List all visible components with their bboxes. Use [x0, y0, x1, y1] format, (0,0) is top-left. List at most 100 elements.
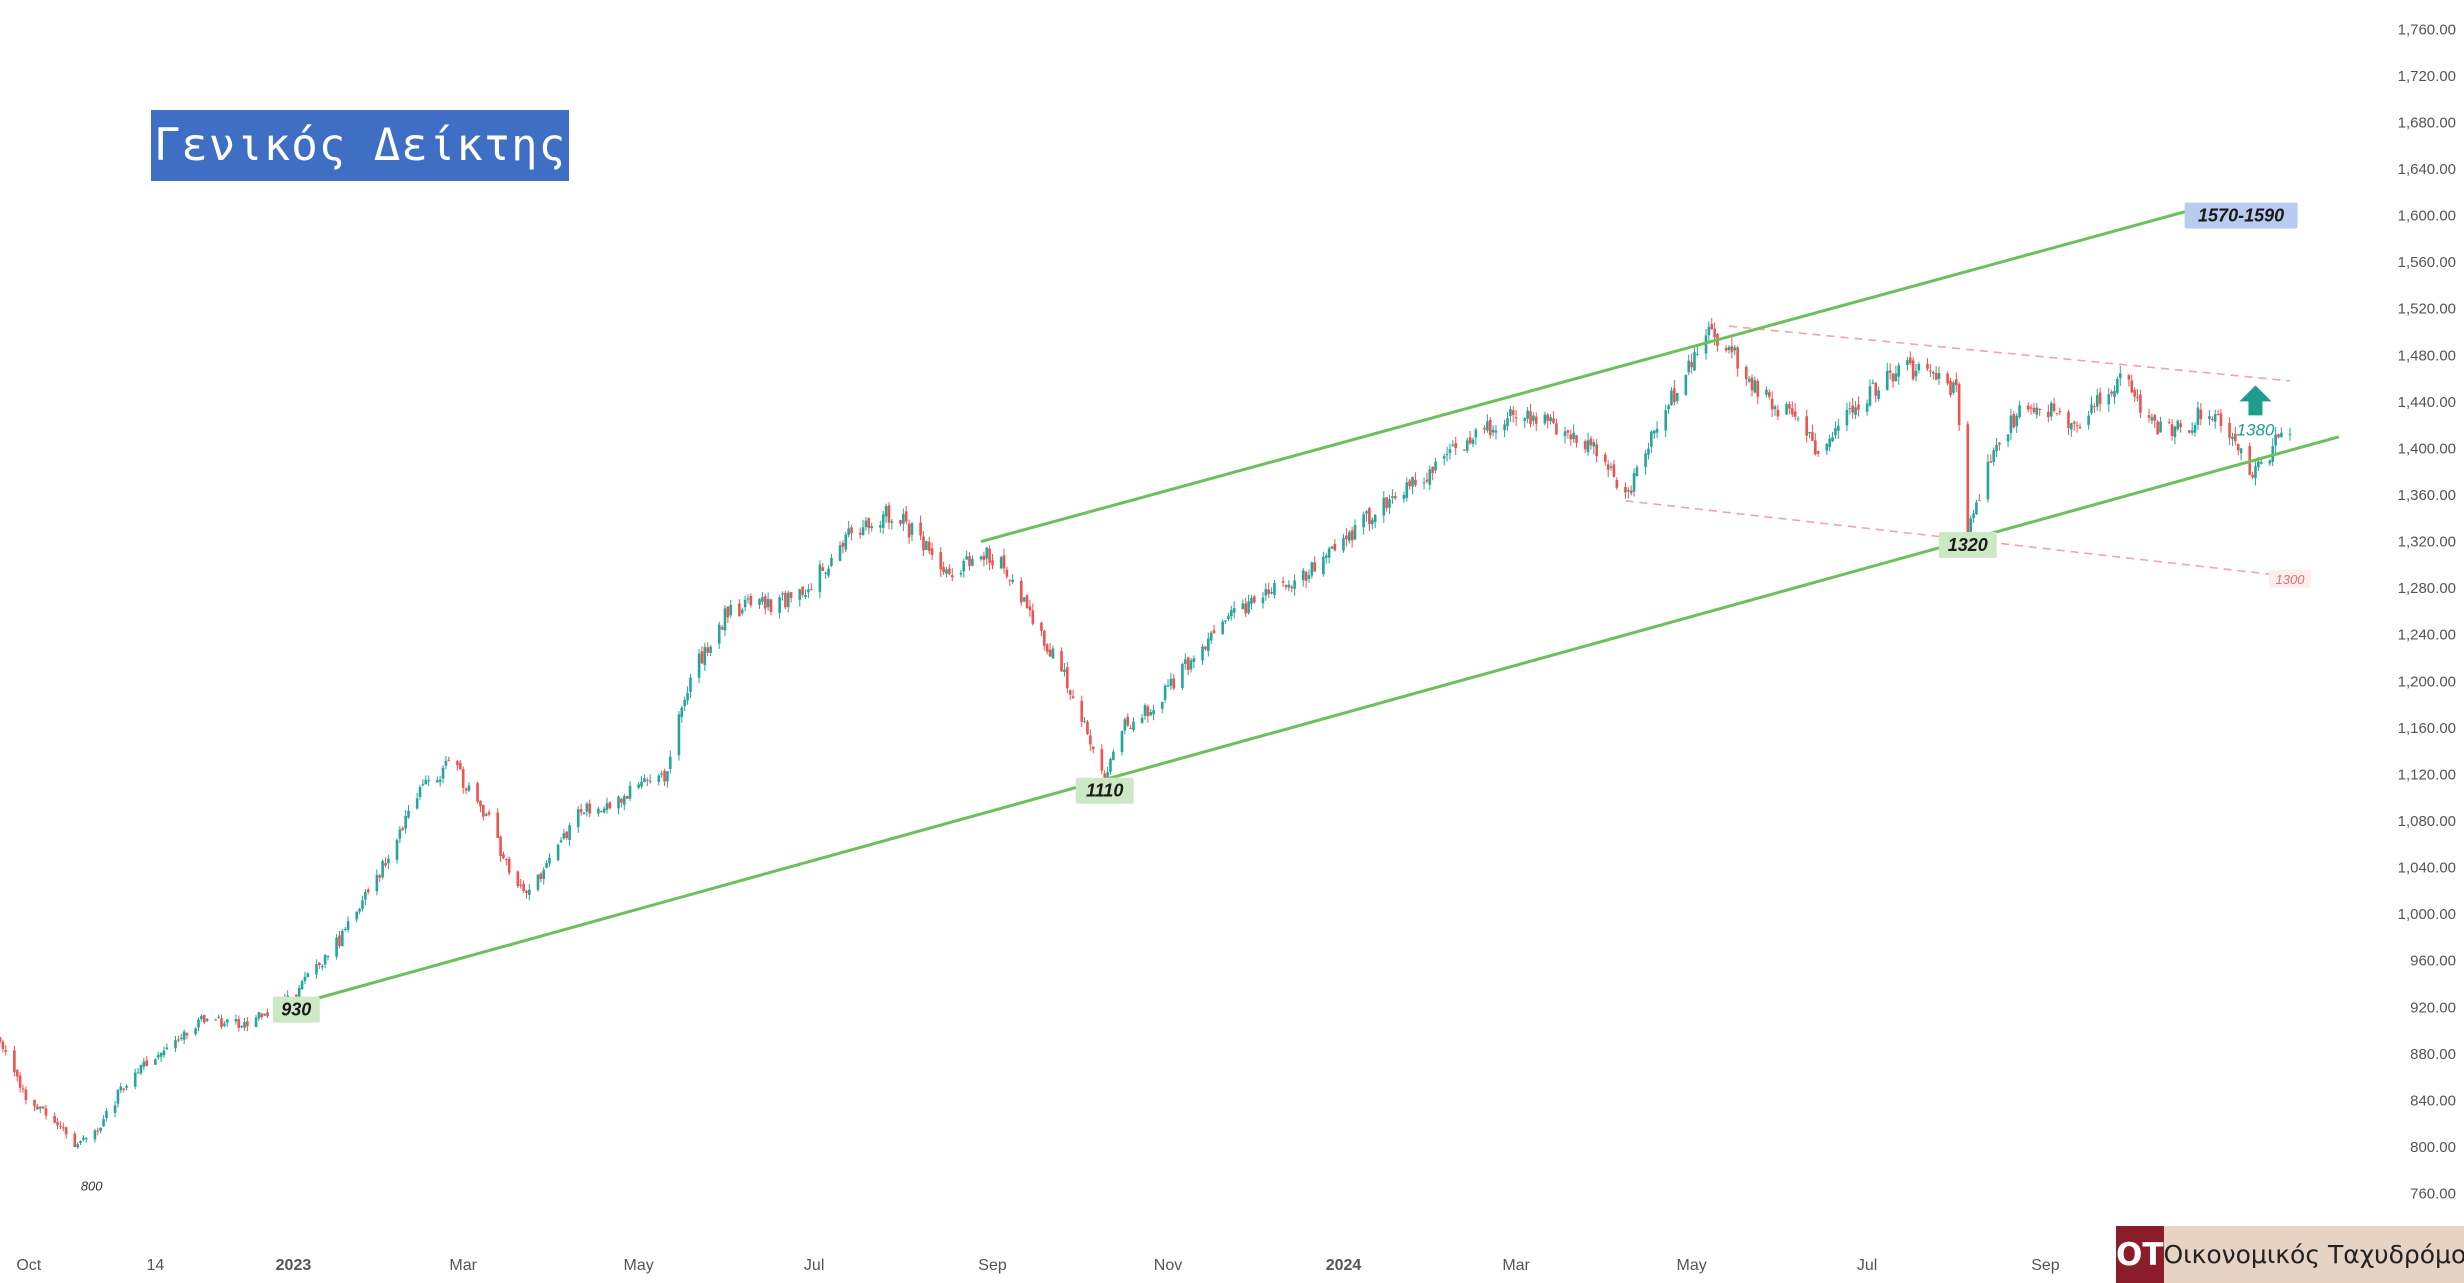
candle-body	[56, 1122, 59, 1126]
candle	[1083, 716, 1086, 724]
candle-body	[53, 1115, 56, 1123]
candle	[1555, 418, 1558, 436]
candle-body	[1627, 490, 1630, 492]
candle	[2280, 427, 2283, 438]
candle	[182, 1029, 186, 1045]
low-label: 800	[81, 1179, 103, 1194]
candle	[559, 837, 563, 843]
candle	[133, 1068, 137, 1090]
label-text: 1300	[2276, 572, 2306, 587]
candle	[2052, 397, 2056, 413]
candle	[1241, 599, 1245, 610]
candle-body	[2179, 423, 2182, 428]
candle	[38, 1106, 42, 1114]
candle	[1186, 656, 1190, 676]
candle	[648, 774, 652, 784]
candle	[545, 859, 548, 869]
candle-body	[1837, 425, 1840, 431]
candle-body	[76, 1144, 79, 1148]
candle-body	[1514, 417, 1518, 419]
candle-body	[2159, 421, 2162, 433]
candle-body	[677, 714, 681, 755]
candle-body	[323, 955, 327, 965]
candle	[660, 770, 663, 778]
candle	[427, 775, 430, 786]
candle-body	[1736, 347, 1739, 369]
candle	[2032, 403, 2036, 414]
candle	[1552, 411, 1555, 424]
candle-body	[1080, 701, 1084, 722]
candle-body	[1586, 440, 1590, 453]
candle-body	[18, 1075, 22, 1088]
candle	[824, 571, 827, 579]
candle	[962, 558, 966, 578]
y-tick-label: 840.00	[2410, 1092, 2456, 1109]
candle	[142, 1057, 146, 1071]
candle	[2211, 416, 2214, 422]
candle	[1247, 594, 1250, 615]
candle	[2009, 408, 2013, 440]
candle-body	[1914, 370, 1918, 377]
candle	[1670, 387, 1673, 406]
candle-body	[1327, 548, 1331, 558]
candle-body	[516, 871, 520, 887]
candle	[1353, 519, 1357, 541]
candle-body	[723, 608, 727, 631]
candle-body	[565, 831, 569, 839]
candle-body	[1917, 364, 1921, 371]
candle	[1284, 584, 1288, 591]
candle	[939, 546, 943, 578]
candle-body	[1857, 404, 1860, 410]
candle	[1091, 746, 1095, 754]
candle-body	[2087, 415, 2090, 425]
candle	[479, 800, 482, 813]
candle-body	[1644, 453, 1647, 468]
candle-body	[194, 1028, 197, 1035]
candle-body	[154, 1059, 157, 1065]
candle	[1123, 717, 1127, 735]
candle-body	[925, 541, 928, 550]
candle	[2075, 421, 2079, 433]
candle	[850, 525, 853, 541]
candle	[335, 933, 338, 960]
candle-body	[1592, 442, 1596, 447]
candle-body	[381, 860, 384, 878]
candle	[1696, 346, 1699, 356]
candle	[1998, 442, 2001, 451]
candle-body	[260, 1013, 264, 1018]
label-box	[272, 996, 320, 1023]
candle	[1785, 401, 1788, 416]
candle-body	[1532, 415, 1535, 421]
candle-body	[142, 1061, 146, 1067]
candle-body	[562, 833, 566, 839]
candle	[801, 586, 804, 598]
candle-body	[119, 1086, 123, 1091]
candle	[4, 1044, 8, 1056]
candle-body	[24, 1089, 28, 1100]
candle-body	[1350, 530, 1354, 541]
y-tick-label: 800.00	[2410, 1139, 2456, 1156]
candle	[1707, 321, 1711, 344]
label-text: 930	[281, 1000, 311, 1020]
candle-body	[1373, 514, 1377, 522]
candle	[1031, 603, 1035, 626]
candle	[588, 799, 592, 818]
candle-body	[1333, 543, 1337, 551]
candle-body	[1851, 405, 1855, 413]
y-tick-label: 920.00	[2410, 999, 2456, 1016]
candle	[444, 755, 448, 770]
candle	[1166, 679, 1170, 688]
candle-body	[959, 572, 963, 575]
candle	[257, 1011, 261, 1022]
candle	[922, 531, 925, 557]
candle	[1624, 482, 1627, 499]
candle-body	[1324, 555, 1328, 558]
candle	[2139, 389, 2142, 419]
candle-body	[1048, 649, 1052, 657]
candle-body	[1253, 596, 1256, 603]
candle-body	[743, 599, 747, 608]
candle	[781, 591, 784, 601]
candle-body	[1972, 513, 1975, 519]
candle	[338, 930, 341, 949]
candle-body	[1946, 373, 1949, 384]
